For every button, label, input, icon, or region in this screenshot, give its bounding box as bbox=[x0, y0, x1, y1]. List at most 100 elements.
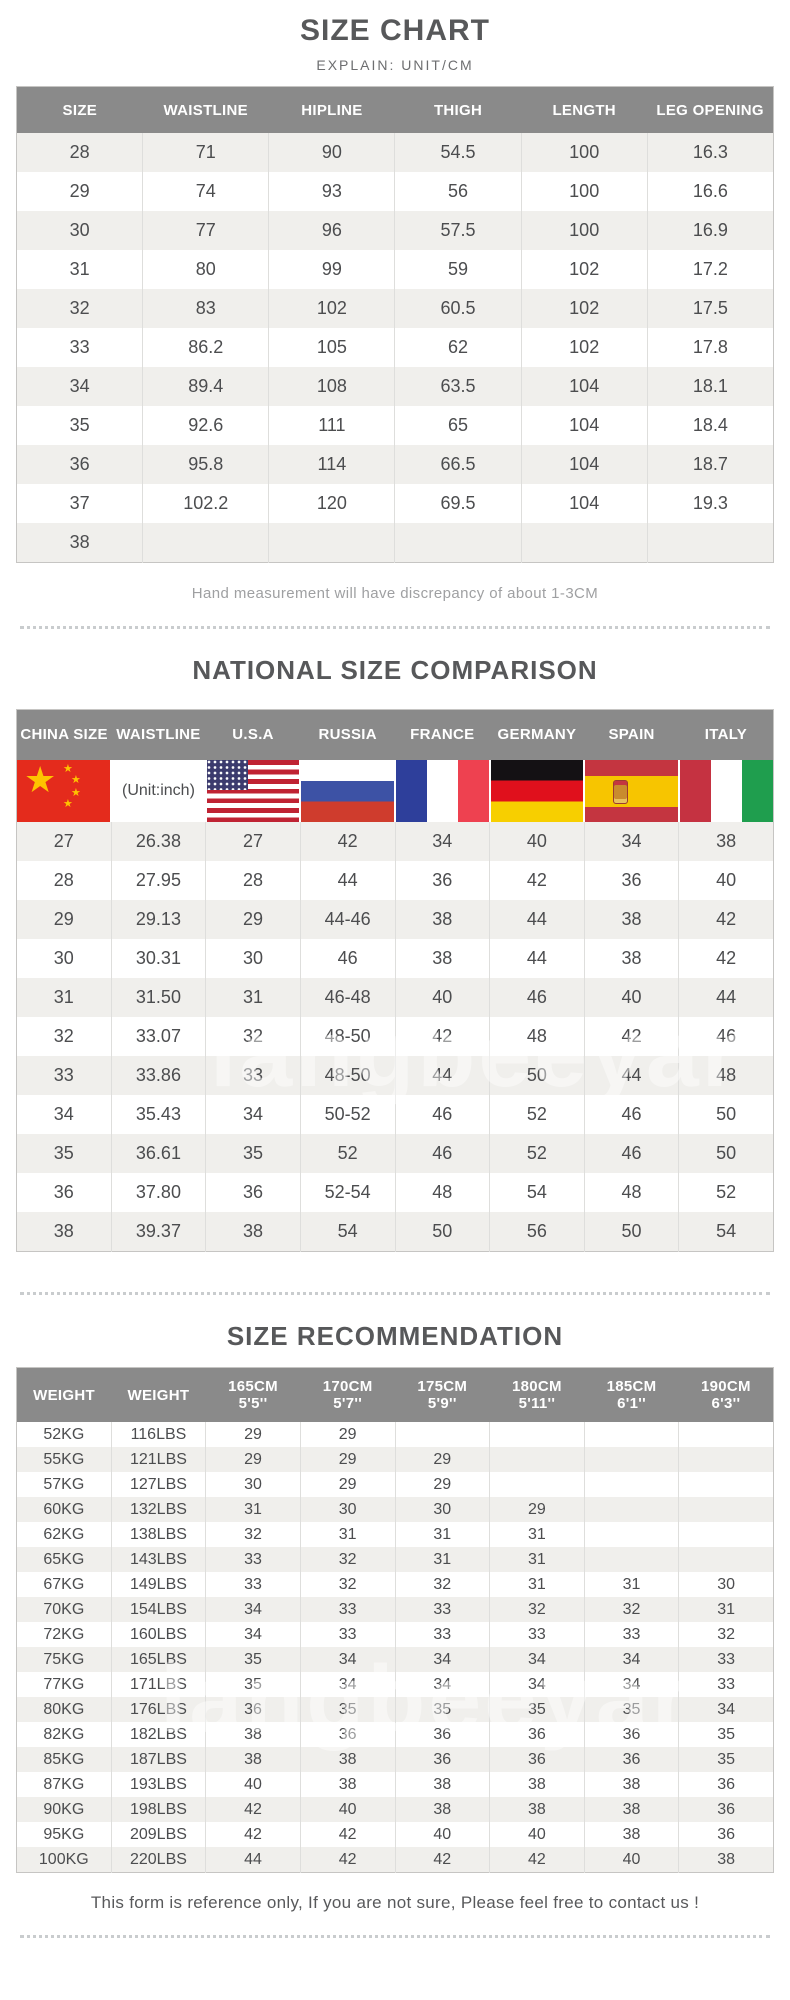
france-flag-icon bbox=[396, 760, 489, 822]
table-cell: 48 bbox=[678, 1056, 774, 1095]
table-cell: 33 bbox=[583, 1622, 679, 1647]
table-cell: 33 bbox=[205, 1056, 301, 1095]
table-row: 90KG 198LBS 42 40 38 38 38 36 bbox=[16, 1797, 774, 1822]
table-cell: 42 bbox=[299, 822, 395, 861]
table-cell: 38 bbox=[16, 523, 143, 563]
table-cell: 48 bbox=[489, 1017, 585, 1056]
column-header-russia: RUSSIA bbox=[300, 709, 395, 760]
table-cell: 82KG bbox=[16, 1722, 112, 1747]
table-cell: 31 bbox=[394, 1522, 490, 1547]
table-cell: 35 bbox=[394, 1697, 490, 1722]
column-header-hipline: HIPLINE bbox=[268, 86, 395, 133]
table-cell bbox=[678, 1522, 774, 1547]
table-cell bbox=[583, 1422, 679, 1447]
table-cell: 32 bbox=[205, 1017, 301, 1056]
spain-flag-icon bbox=[585, 760, 678, 822]
table-cell: 67KG bbox=[16, 1572, 112, 1597]
table-row: 35 92.6 111 65 104 18.4 bbox=[16, 406, 774, 445]
table-cell: 32 bbox=[394, 1572, 490, 1597]
header-row: SIZE WAISTLINE HIPLINE THIGH LENGTH LEG … bbox=[16, 86, 774, 133]
column-header-size: SIZE bbox=[16, 86, 143, 133]
table-cell: 31 bbox=[489, 1522, 585, 1547]
table-cell: 42 bbox=[299, 1847, 395, 1873]
table-cell: 38 bbox=[299, 1747, 395, 1772]
table-cell: 54 bbox=[299, 1212, 395, 1252]
table-cell: 31 bbox=[583, 1572, 679, 1597]
table-row: 32 83 102 60.5 102 17.5 bbox=[16, 289, 774, 328]
table-cell: 77KG bbox=[16, 1672, 112, 1697]
national-size-table: CHINA SIZE WAISTLINE U.S.A RUSSIA FRANCE… bbox=[16, 709, 774, 1252]
table-cell: 95KG bbox=[16, 1822, 112, 1847]
china-flag-icon: ★ ★ ★ ★ ★ bbox=[17, 760, 111, 822]
table-cell: 56 bbox=[489, 1212, 585, 1252]
table-cell: 35 bbox=[489, 1697, 585, 1722]
table-row: 82KG 182LBS 38 36 36 36 36 35 bbox=[16, 1722, 774, 1747]
table-cell: 187LBS bbox=[110, 1747, 206, 1772]
table-cell bbox=[520, 523, 648, 563]
table-cell: 38 bbox=[583, 1797, 679, 1822]
table-cell: 17.2 bbox=[646, 250, 774, 289]
table-cell: 35 bbox=[299, 1697, 395, 1722]
table-cell: 80KG bbox=[16, 1697, 112, 1722]
table-row: 87KG 193LBS 40 38 38 38 38 36 bbox=[16, 1772, 774, 1797]
table-cell: 36 bbox=[205, 1697, 301, 1722]
table-cell: 18.7 bbox=[646, 445, 774, 484]
table-cell: 29 bbox=[299, 1447, 395, 1472]
table-cell: 60KG bbox=[16, 1497, 112, 1522]
table-cell: 193LBS bbox=[110, 1772, 206, 1797]
table-cell: 34 bbox=[16, 367, 143, 406]
column-header-190cm: 190CM 6'3'' bbox=[678, 1367, 774, 1422]
table-cell: 33 bbox=[678, 1672, 774, 1697]
table-cell: 102 bbox=[520, 250, 648, 289]
table-cell: 29 bbox=[299, 1422, 395, 1447]
table-cell: 40 bbox=[489, 822, 585, 861]
table-cell: 65KG bbox=[16, 1547, 112, 1572]
table-cell: 17.8 bbox=[646, 328, 774, 367]
table-cell: 46 bbox=[583, 1095, 679, 1134]
table-cell: 27 bbox=[16, 822, 112, 861]
table-cell: 56 bbox=[394, 172, 522, 211]
table-cell: 33.07 bbox=[110, 1017, 206, 1056]
table-cell: 171LBS bbox=[110, 1672, 206, 1697]
table-cell: 30 bbox=[205, 939, 301, 978]
table-cell: 104 bbox=[520, 445, 648, 484]
table-cell: 57KG bbox=[16, 1472, 112, 1497]
table-cell: 44 bbox=[299, 861, 395, 900]
table-cell bbox=[646, 523, 774, 563]
table-cell: 59 bbox=[394, 250, 522, 289]
table-cell: 34 bbox=[394, 1647, 490, 1672]
column-header-germany: GERMANY bbox=[489, 709, 585, 760]
russia-flag-icon bbox=[301, 760, 394, 822]
table-cell bbox=[678, 1447, 774, 1472]
section-title-national-size: NATIONAL SIZE COMPARISON bbox=[192, 655, 598, 685]
table-row: 75KG 165LBS 35 34 34 34 34 33 bbox=[16, 1647, 774, 1672]
table-cell: 27 bbox=[205, 822, 301, 861]
table-cell: 31 bbox=[16, 250, 143, 289]
table-cell: 31 bbox=[394, 1547, 490, 1572]
table-row: 28 71 90 54.5 100 16.3 bbox=[16, 133, 774, 172]
table-cell: 154LBS bbox=[110, 1597, 206, 1622]
table-cell: 92.6 bbox=[142, 406, 269, 445]
table-cell: 46 bbox=[394, 1095, 490, 1134]
table-cell: 34 bbox=[299, 1672, 395, 1697]
table-cell: 32 bbox=[489, 1597, 585, 1622]
table-row: 55KG 121LBS 29 29 29 bbox=[16, 1447, 774, 1472]
table-row: 37 102.2 120 69.5 104 19.3 bbox=[16, 484, 774, 523]
table-cell: 36 bbox=[394, 861, 490, 900]
table-row: 60KG 132LBS 31 30 30 29 bbox=[16, 1497, 774, 1522]
table-cell: 71 bbox=[142, 133, 269, 172]
table-cell: 33 bbox=[489, 1622, 585, 1647]
table-cell: 29 bbox=[205, 1447, 301, 1472]
table-cell: 38 bbox=[678, 822, 774, 861]
table-row: 33 33.86 33 48-50 44 50 44 48 bbox=[16, 1056, 774, 1095]
table-cell: 90 bbox=[268, 133, 395, 172]
column-header-180cm: 180CM 5'11'' bbox=[489, 1367, 585, 1422]
table-cell: 31 bbox=[299, 1522, 395, 1547]
size-recommendation-table: WEIGHT WEIGHT 165CM 5'5'' 170CM 5'7'' 175C… bbox=[16, 1367, 774, 1873]
table-cell: 102 bbox=[268, 289, 395, 328]
table-cell: 33.86 bbox=[110, 1056, 206, 1095]
table-cell: 29 bbox=[489, 1497, 585, 1522]
table-cell bbox=[583, 1472, 679, 1497]
table-cell: 46 bbox=[678, 1017, 774, 1056]
table-cell: 31 bbox=[205, 1497, 301, 1522]
